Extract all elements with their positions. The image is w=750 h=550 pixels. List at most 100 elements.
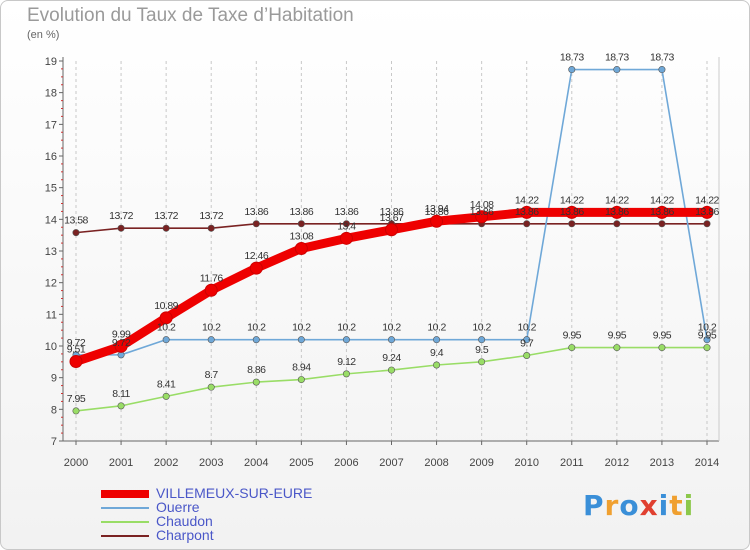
data-label-ouerre: 10.2: [247, 322, 266, 334]
point-villemeux-sur-eure: [249, 261, 263, 275]
data-label-ouerre: 10.2: [517, 322, 536, 334]
point-ouerre: [658, 66, 666, 74]
y-tick-label-7: 7: [51, 436, 57, 448]
proxiti-logo: Proxiti: [583, 489, 694, 522]
data-label-chaudon: 9.12: [337, 356, 356, 368]
point-chaudon: [568, 344, 576, 352]
data-label-ouerre: 10.2: [698, 322, 717, 334]
point-ouerre: [613, 66, 621, 74]
data-label-ouerre: 18.73: [650, 52, 674, 64]
point-charpont: [613, 220, 621, 228]
data-label-charpont: 13.72: [109, 210, 133, 222]
data-label-charpont: 13.86: [695, 206, 719, 218]
data-label-chaudon: 8.7: [205, 369, 219, 381]
data-label-villemeux-sur-eure: 14.22: [515, 194, 539, 206]
data-label-chaudon: 9.7: [520, 338, 534, 350]
legend-label: Chaudon: [156, 513, 213, 529]
point-chaudon: [433, 361, 441, 369]
x-tick-label-2009: 2009: [469, 457, 493, 469]
x-tick-label-2003: 2003: [199, 457, 223, 469]
point-villemeux-sur-eure: [610, 205, 624, 219]
point-villemeux-sur-eure: [294, 241, 308, 255]
point-charpont: [297, 220, 305, 228]
data-label-chaudon: 8.41: [157, 378, 176, 390]
logo-letter: i: [658, 489, 670, 522]
point-villemeux-sur-eure: [114, 339, 128, 353]
point-charpont: [342, 220, 350, 228]
x-tick-label-2006: 2006: [334, 457, 358, 469]
point-charpont: [117, 224, 125, 232]
point-chaudon: [117, 402, 125, 410]
legend-label: Ouerre: [156, 499, 200, 515]
point-chaudon: [478, 358, 486, 366]
data-label-villemeux-sur-eure: 10.89: [154, 300, 178, 312]
legend-item-charpont: Charpont: [101, 527, 341, 543]
data-label-villemeux-sur-eure: 13.94: [425, 203, 449, 215]
point-chaudon: [297, 376, 305, 384]
data-label-ouerre: 18.73: [560, 52, 584, 64]
point-chaudon: [207, 383, 215, 391]
y-tick-label-13: 13: [45, 246, 57, 258]
x-tick-label-2008: 2008: [424, 457, 448, 469]
x-tick-label-2012: 2012: [605, 457, 629, 469]
data-label-chaudon: 9.95: [653, 330, 672, 342]
x-tick-label-2001: 2001: [109, 457, 133, 469]
logo-letter: t: [669, 489, 684, 522]
data-label-villemeux-sur-eure: 9.51: [67, 344, 86, 356]
point-charpont: [703, 220, 711, 228]
point-ouerre: [207, 336, 215, 344]
legend-swatch: [101, 521, 149, 523]
point-ouerre: [297, 336, 305, 344]
data-label-ouerre: 9.72: [112, 337, 131, 349]
y-tick-label-18: 18: [45, 88, 57, 100]
x-tick-label-2002: 2002: [154, 457, 178, 469]
data-label-chaudon: 9.95: [698, 330, 717, 342]
logo-letter: P: [583, 489, 605, 522]
point-villemeux-sur-eure: [475, 210, 489, 224]
point-chaudon: [72, 407, 80, 415]
data-label-charpont: 13.58: [64, 215, 88, 227]
point-charpont: [162, 224, 170, 232]
x-tick-label-2000: 2000: [64, 457, 88, 469]
x-tick-label-2007: 2007: [379, 457, 403, 469]
chart-unit: (en %): [27, 29, 60, 41]
data-label-charpont: 13.86: [515, 206, 539, 218]
x-tick-label-2011: 2011: [560, 457, 584, 469]
point-ouerre: [342, 336, 350, 344]
point-ouerre: [478, 336, 486, 344]
data-label-chaudon: 9.4: [430, 347, 444, 359]
y-tick-label-16: 16: [45, 151, 57, 163]
point-chaudon: [342, 370, 350, 378]
y-tick-label-15: 15: [45, 183, 57, 195]
y-tick-label-11: 11: [46, 309, 57, 321]
y-tick-label-9: 9: [51, 373, 57, 385]
legend-item-chaudon: Chaudon: [101, 513, 341, 529]
data-label-villemeux-sur-eure: 14.22: [695, 194, 719, 206]
data-label-chaudon: 8.11: [112, 388, 130, 400]
point-ouerre: [252, 336, 260, 344]
point-charpont: [207, 224, 215, 232]
point-chaudon: [387, 366, 395, 374]
data-label-charpont: 13.86: [605, 206, 629, 218]
point-villemeux-sur-eure: [339, 231, 353, 245]
x-tick-label-2005: 2005: [289, 457, 313, 469]
logo-letter: i: [683, 489, 695, 522]
data-label-villemeux-sur-eure: 13.08: [289, 230, 313, 242]
data-label-villemeux-sur-eure: 9.99: [112, 328, 131, 340]
y-tick-label-10: 10: [45, 341, 57, 353]
point-ouerre: [433, 336, 441, 344]
point-ouerre: [387, 336, 395, 344]
x-tick-label-2014: 2014: [695, 457, 719, 469]
point-chaudon: [523, 351, 531, 359]
data-label-ouerre: 10.2: [292, 322, 311, 334]
x-tick-label-2010: 2010: [514, 457, 538, 469]
data-label-chaudon: 7.95: [67, 393, 86, 405]
data-label-ouerre: 10.2: [382, 322, 401, 334]
logo-letter: o: [619, 489, 640, 522]
point-ouerre: [568, 66, 576, 74]
data-label-villemeux-sur-eure: 14.22: [560, 194, 584, 206]
legend-label: Charpont: [156, 527, 214, 543]
data-label-chaudon: 9.95: [563, 330, 582, 342]
logo-letter: r: [604, 489, 620, 522]
legend-label: VILLEMEUX-SUR-EURE: [156, 485, 313, 501]
